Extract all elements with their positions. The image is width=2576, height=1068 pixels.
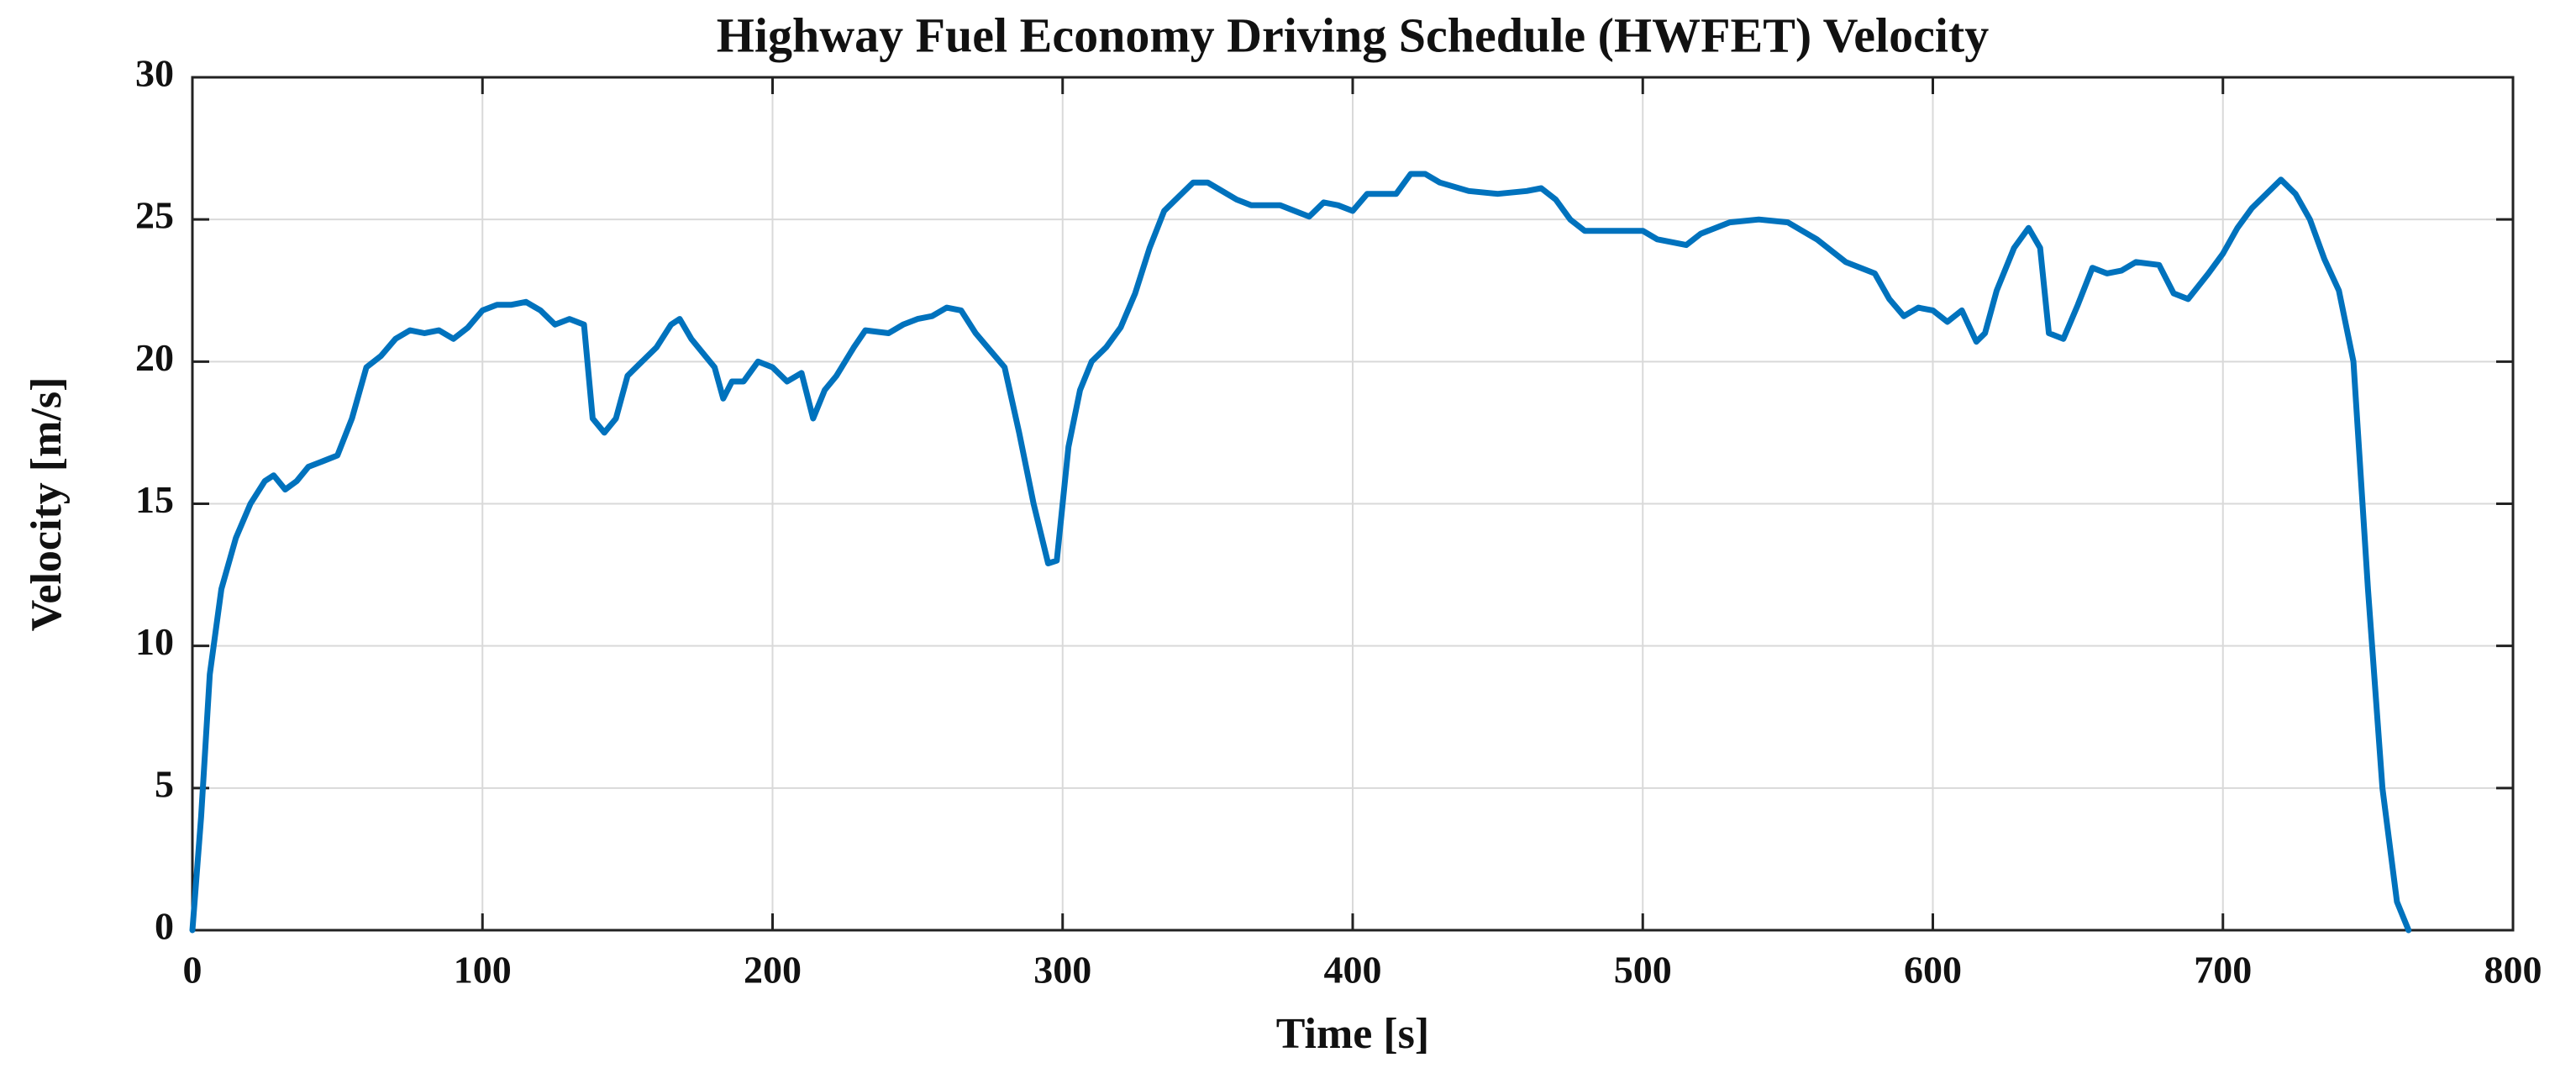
- x-tick-label: 800: [2484, 949, 2542, 992]
- chart-title: Highway Fuel Economy Driving Schedule (H…: [717, 8, 1990, 62]
- y-tick-label: 0: [155, 905, 174, 948]
- x-tick-label: 100: [454, 949, 512, 992]
- data-line: [189, 171, 2412, 934]
- x-tick-label: 200: [744, 949, 802, 992]
- y-tick-label: 30: [135, 52, 174, 95]
- plot-frame: [191, 76, 2515, 932]
- y-tick-label: 5: [155, 762, 174, 805]
- x-tick-label: 0: [183, 949, 202, 992]
- y-tick-label: 25: [135, 194, 174, 237]
- x-axis-label: Time [s]: [1276, 1010, 1429, 1058]
- x-tick-label: 300: [1033, 949, 1091, 992]
- x-tick-label: 500: [1614, 949, 1672, 992]
- x-tick-label: 400: [1324, 949, 1382, 992]
- y-tick-label: 15: [135, 478, 174, 521]
- x-tick-label: 600: [1904, 949, 1962, 992]
- y-tick-label: 20: [135, 336, 174, 379]
- y-axis-label: Velocity [m/s]: [23, 377, 71, 632]
- y-tick-label: 10: [135, 620, 174, 663]
- x-tick-label: 700: [2194, 949, 2252, 992]
